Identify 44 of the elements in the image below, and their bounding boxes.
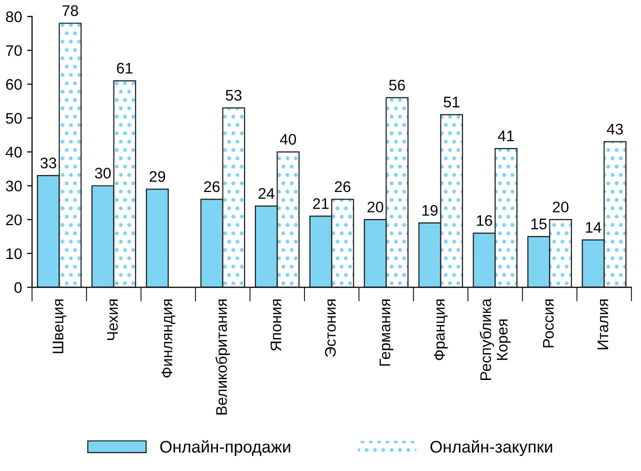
data-label: 30 (94, 168, 111, 179)
x-tick-label: Чехия (107, 299, 118, 340)
x-tick-label: Германия (380, 299, 394, 366)
y-tick-label: 70 (6, 45, 22, 56)
data-label: 29 (150, 171, 166, 182)
data-label: 53 (226, 90, 242, 101)
x-tick-label: Япония (270, 299, 282, 351)
data-label: 21 (313, 198, 329, 209)
x-tick-label: Россия (543, 299, 554, 348)
x-tick-label: Республика Корея (480, 298, 511, 380)
data-label: 20 (368, 202, 384, 212)
data-label: 24 (258, 188, 274, 199)
bar (146, 188, 169, 288)
y-tick-label: 60 (6, 79, 22, 90)
data-label: 40 (280, 134, 296, 145)
x-tick-label: Италия (598, 299, 608, 350)
x-tick-label: Франция (434, 299, 448, 360)
data-label: 14 (586, 222, 602, 233)
data-label: 78 (62, 5, 78, 16)
y-tick-label: 80 (6, 11, 22, 22)
y-tick-label: 40 (6, 146, 22, 158)
x-tick-label: Швеция (52, 299, 66, 354)
data-label: 26 (204, 181, 220, 192)
data-label: 19 (422, 204, 438, 216)
data-label: 26 (334, 181, 350, 192)
y-tick-label: 30 (6, 180, 22, 192)
y-tick-label: 20 (6, 214, 22, 226)
data-label: 16 (476, 215, 492, 226)
data-label: 33 (40, 158, 56, 168)
data-label: 56 (389, 80, 405, 91)
legend-label: Онлайн-закупки (430, 440, 552, 456)
data-label: 41 (498, 130, 514, 142)
x-tick-label: Финляндия (162, 299, 176, 378)
data-label: 61 (116, 62, 132, 74)
legend-label: Онлайн-продажи (160, 440, 290, 456)
y-tick-label: 0 (14, 282, 22, 293)
x-tick-label: Великобритания (216, 299, 230, 414)
y-tick-label: 10 (6, 248, 22, 260)
data-label: 15 (531, 218, 547, 230)
x-tick-label: Эстония (325, 299, 336, 357)
data-label: 20 (552, 202, 568, 212)
data-label: 43 (606, 124, 623, 135)
data-label: 51 (444, 96, 460, 108)
y-tick-label: 50 (6, 112, 22, 124)
